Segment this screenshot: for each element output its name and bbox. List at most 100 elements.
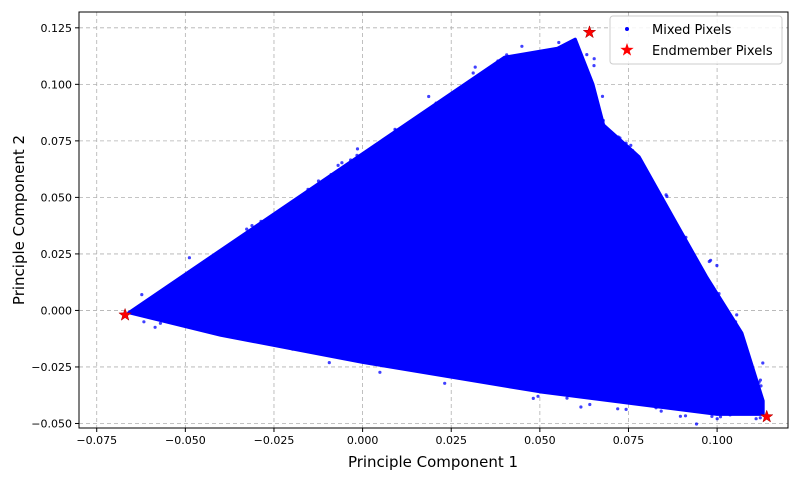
- mixed-pixel-point: [734, 320, 738, 324]
- mixed-pixel-point: [245, 227, 249, 231]
- mixed-pixel-point: [757, 380, 761, 384]
- x-tick-label: 0.025: [435, 434, 467, 447]
- mixed-pixel-point: [694, 422, 699, 426]
- mixed-pixel-point: [427, 94, 431, 99]
- mixed-pixel-point: [616, 135, 620, 139]
- mixed-pixel-point: [443, 381, 447, 385]
- mixed-pixel-point: [153, 325, 157, 329]
- mixed-pixel-point: [557, 40, 561, 45]
- mixed-pixel-point: [761, 361, 765, 365]
- y-tick-label: −0.025: [31, 361, 72, 374]
- mixed-pixel-point: [520, 44, 524, 48]
- y-tick-label: 0.050: [41, 191, 73, 204]
- mixed-pixel-point: [329, 173, 333, 177]
- mixed-pixel-point: [592, 57, 596, 61]
- y-tick-label: 0.000: [41, 304, 73, 317]
- legend-label-endmember: Endmember Pixels: [652, 44, 773, 59]
- mixed-pixel-point: [496, 59, 500, 63]
- mixed-pixel-point: [505, 53, 509, 57]
- mixed-pixel-point: [735, 313, 739, 317]
- mixed-pixel-point: [531, 396, 535, 400]
- x-tick-label: 0.050: [524, 434, 556, 447]
- mixed-pixel-point: [536, 394, 540, 398]
- y-tick-label: 0.100: [41, 78, 73, 91]
- mixed-pixel-point: [715, 417, 719, 421]
- mixed-pixel-point: [717, 292, 721, 296]
- mixed-pixel-point: [471, 71, 475, 75]
- mixed-pixel-point: [600, 94, 605, 98]
- legend-box: [609, 15, 783, 65]
- mixed-pixel-point: [434, 101, 438, 105]
- x-tick-label: −0.075: [76, 434, 117, 447]
- mixed-pixel-point: [140, 293, 144, 297]
- mixed-pixel-point: [629, 143, 633, 147]
- endmember-star: [759, 409, 774, 423]
- mixed-pixel-point: [728, 413, 732, 417]
- endmember-star: [582, 25, 597, 39]
- mixed-pixel-point: [710, 414, 714, 418]
- mixed-pixel-point: [678, 414, 683, 418]
- mixed-pixel-point: [355, 147, 360, 151]
- endmember-pixels-series: [118, 25, 774, 423]
- y-tick-label: 0.075: [41, 135, 73, 148]
- y-axis-ticks: −0.050 −0.025 0.000 0.025 0.050 0.075 0.100 0.1…: [31, 22, 79, 430]
- endmember-star: [118, 307, 132, 321]
- plot-frame: [78, 11, 789, 429]
- x-tick-label: 0.075: [613, 434, 645, 447]
- x-tick-label: −0.050: [165, 434, 206, 447]
- mixed-pixel-point: [565, 396, 569, 400]
- mixed-pixel-point: [579, 405, 583, 409]
- x-axis-ticks: −0.075 −0.050 −0.025 0.000 0.025 0.050 0.075 0.…: [76, 428, 733, 447]
- mixed-pixel-point: [758, 416, 762, 420]
- y-axis-title: Principle Component 2: [10, 135, 28, 305]
- mixed-pixel-point: [378, 370, 382, 374]
- mixed-pixel-point: [715, 263, 719, 268]
- mixed-pixel-point: [355, 153, 359, 157]
- mixed-pixels-series: [127, 37, 765, 426]
- mixed-pixel-point: [624, 407, 628, 411]
- mixed-pixel-point: [158, 321, 162, 325]
- mixed-pixel-point: [759, 384, 763, 388]
- mixed-pixel-point: [340, 161, 344, 165]
- mixed-pixel-point: [718, 415, 723, 419]
- mixed-pixel-point: [142, 320, 146, 324]
- mixed-pixel-point: [684, 235, 688, 239]
- mixed-pixel-point: [306, 187, 310, 191]
- mixed-pixel-point: [291, 347, 295, 351]
- y-tick-label: 0.125: [41, 22, 73, 35]
- mixed-pixel-point: [616, 407, 620, 411]
- mixed-pixel-point: [316, 179, 321, 183]
- mixed-pixel-point: [654, 406, 658, 410]
- mixed-pixel-point: [336, 163, 340, 167]
- mixed-pixel-point: [585, 53, 589, 57]
- legend-label-mixed: Mixed Pixels: [652, 23, 732, 38]
- mixed-pixel-point: [327, 361, 331, 365]
- mixed-pixel-point: [349, 158, 353, 162]
- mixed-pixel-point: [754, 417, 758, 421]
- mixed-pixel-point: [631, 149, 635, 153]
- mixed-pixel-point: [601, 118, 605, 123]
- legend-marker-endmember: [620, 43, 634, 56]
- mixed-pixel-point: [250, 224, 254, 228]
- mixed-pixel-point: [683, 414, 688, 418]
- mixed-pixel-point: [187, 256, 191, 260]
- x-axis-title: Principle Component 1: [348, 453, 518, 471]
- mixed-pixels-cloud: [127, 37, 765, 416]
- x-tick-label: 0.000: [347, 434, 379, 447]
- legend: Mixed Pixels Endmember Pixels: [609, 15, 783, 65]
- mixed-pixel-point: [394, 128, 398, 132]
- x-tick-label: −0.025: [254, 434, 295, 447]
- mixed-pixel-point: [659, 409, 663, 413]
- y-tick-label: −0.050: [31, 417, 72, 430]
- mixed-pixel-point: [592, 64, 596, 68]
- mixed-pixel-point: [624, 141, 628, 145]
- mixed-pixel-point: [588, 402, 592, 407]
- mixed-pixel-point: [473, 65, 477, 69]
- legend-marker-mixed: [625, 27, 629, 31]
- mixed-pixel-point: [259, 219, 263, 223]
- y-tick-label: 0.025: [41, 248, 73, 261]
- mixed-pixel-point: [664, 193, 668, 197]
- x-tick-label: 0.100: [701, 434, 733, 447]
